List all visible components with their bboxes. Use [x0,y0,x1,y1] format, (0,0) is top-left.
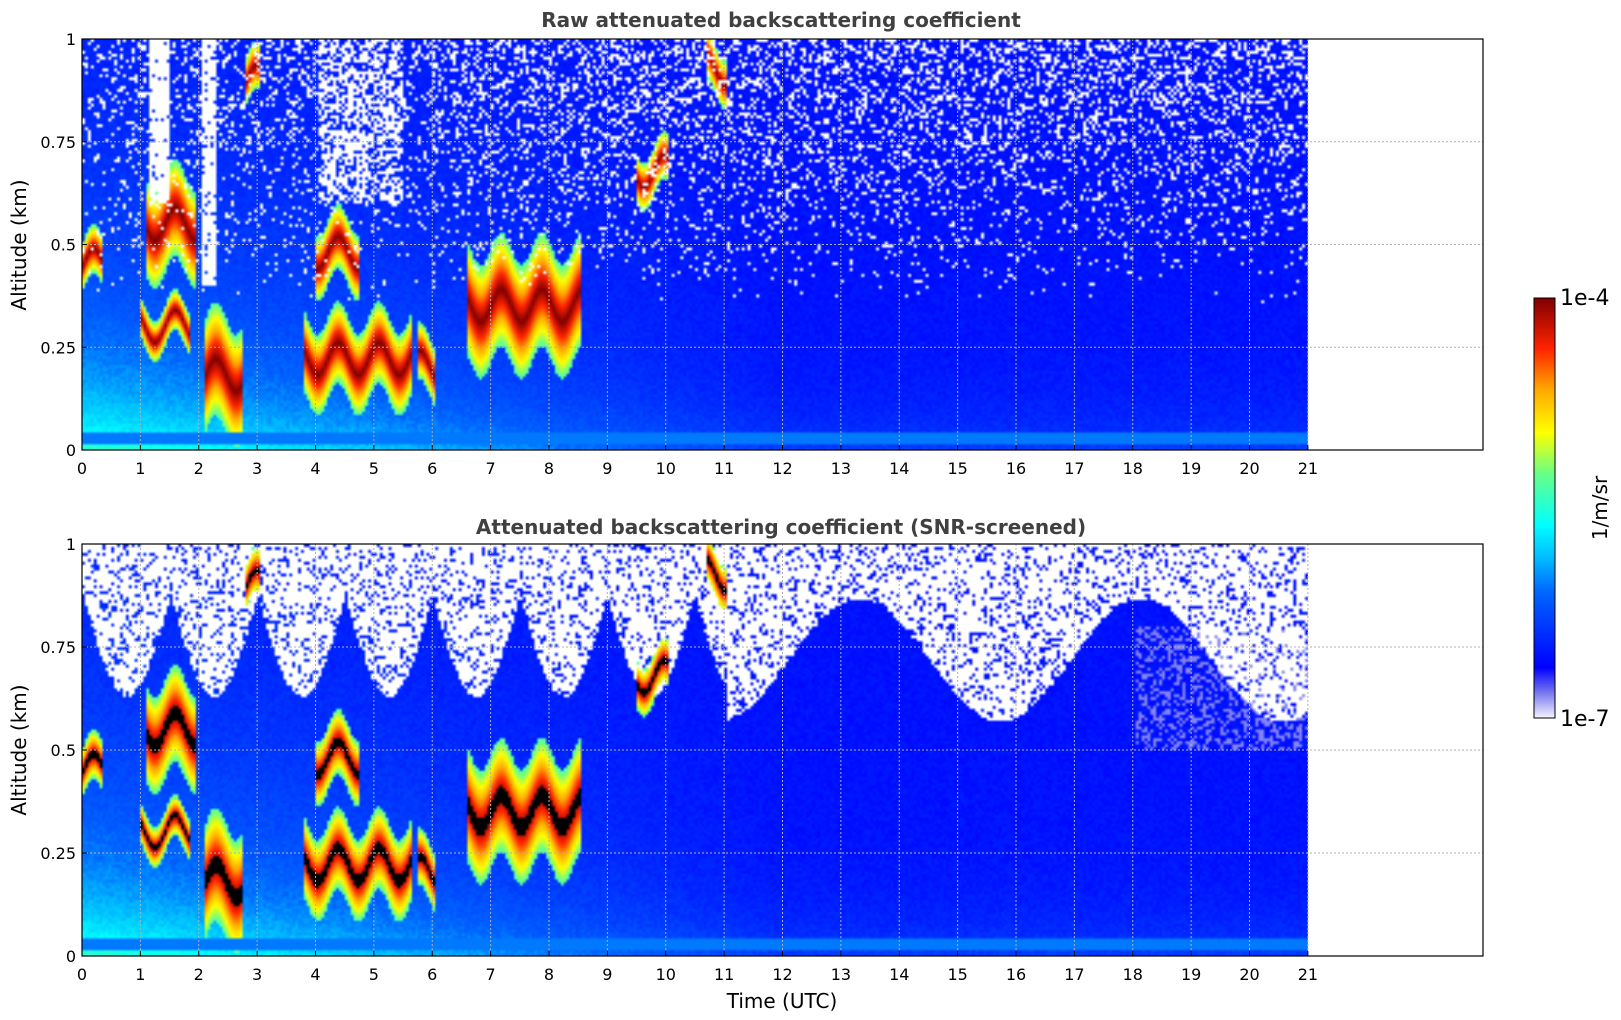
x-tick-label: 3 [252,965,262,984]
y-tick-label: 0.5 [51,236,76,255]
x-tick-label: 5 [369,965,379,984]
x-tick-label: 12 [772,459,792,478]
x-tick-label: 5 [369,459,379,478]
x-tick-label: 2 [194,965,204,984]
x-tick-label: 15 [947,459,967,478]
colorbar: 1e-4 1e-7 1/m/sr [1533,286,1612,732]
x-tick-label: 4 [310,965,320,984]
x-tick-label: 16 [1006,459,1026,478]
x-tick-label: 14 [889,459,909,478]
panel-title: Attenuated backscattering coefficient (S… [476,515,1086,539]
x-tick-label: 10 [656,459,676,478]
axis-ticks: 0 1 2 3 4 5 6 7 8 9 10 11 12 13 14 15 16 17 18 19 20 2100.250… [40,30,1318,478]
grid-lines [82,544,1483,956]
x-tick-label: 1 [135,459,145,478]
x-tick-label: 9 [602,459,612,478]
x-tick-label: 8 [544,965,554,984]
axis-ticks: 0 1 2 3 4 5 6 7 8 9 10 11 12 13 14 15 16 17 18 19 20 2100.250… [40,535,1318,984]
x-tick-label: 21 [1298,965,1318,984]
x-tick-label: 7 [486,965,496,984]
y-tick-label: 0.25 [40,844,76,863]
x-tick-label: 0 [77,965,87,984]
x-tick-label: 13 [831,459,851,478]
x-tick-label: 2 [194,459,204,478]
x-tick-label: 17 [1064,965,1084,984]
colorbar-min-label: 1e-7 [1560,707,1609,732]
y-tick-label: 0.5 [51,741,76,760]
x-tick-label: 17 [1064,459,1084,478]
x-tick-label: 18 [1123,459,1143,478]
panel-title: Raw attenuated backscattering coefficien… [541,8,1021,32]
x-tick-label: 20 [1239,965,1259,984]
x-tick-label: 19 [1181,965,1201,984]
x-tick-label: 14 [889,965,909,984]
y-axis-label: Altitude (km) [7,684,31,815]
colorbar-gradient [1533,297,1556,719]
x-tick-label: 9 [602,965,612,984]
x-tick-label: 20 [1239,459,1259,478]
x-axis-label: Time (UTC) [726,989,838,1013]
y-tick-label: 0.75 [40,133,76,152]
y-tick-label: 0.25 [40,338,76,357]
x-tick-label: 6 [427,965,437,984]
raw-backscatter-panel: Raw attenuated backscattering coefficien… [7,8,1484,478]
x-tick-label: 21 [1298,459,1318,478]
colorbar-max-label: 1e-4 [1560,286,1609,311]
x-tick-label: 15 [947,965,967,984]
x-tick-label: 13 [831,965,851,984]
x-tick-label: 10 [656,965,676,984]
x-tick-label: 11 [714,965,734,984]
x-tick-label: 16 [1006,965,1026,984]
x-tick-label: 1 [135,965,145,984]
grid-lines [82,39,1483,450]
y-axis-label: Altitude (km) [7,179,31,310]
x-tick-label: 19 [1181,459,1201,478]
x-tick-label: 0 [77,459,87,478]
x-tick-label: 3 [252,459,262,478]
x-tick-label: 8 [544,459,554,478]
x-tick-label: 7 [486,459,496,478]
colorbar-unit-label: 1/m/sr [1588,475,1612,540]
y-tick-label: 0.75 [40,638,76,657]
x-tick-label: 18 [1123,965,1143,984]
y-tick-label: 1 [66,535,76,554]
x-tick-label: 12 [772,965,792,984]
y-tick-label: 0 [66,947,76,966]
x-tick-label: 6 [427,459,437,478]
x-tick-label: 4 [310,459,320,478]
y-tick-label: 0 [66,441,76,460]
x-tick-label: 11 [714,459,734,478]
y-tick-label: 1 [66,30,76,49]
screened-backscatter-panel: Attenuated backscattering coefficient (S… [7,515,1484,1013]
